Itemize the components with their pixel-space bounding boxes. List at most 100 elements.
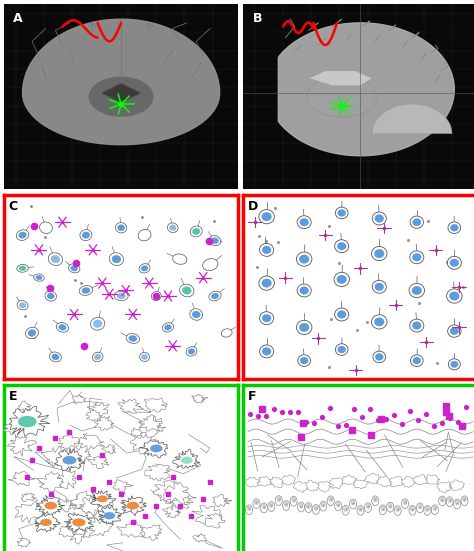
Ellipse shape xyxy=(336,344,348,355)
Ellipse shape xyxy=(447,289,462,303)
Ellipse shape xyxy=(129,336,137,342)
Ellipse shape xyxy=(18,232,27,239)
Ellipse shape xyxy=(173,254,187,264)
Ellipse shape xyxy=(164,325,172,330)
Polygon shape xyxy=(59,526,74,537)
Ellipse shape xyxy=(412,322,421,329)
Ellipse shape xyxy=(335,501,342,511)
Ellipse shape xyxy=(180,284,194,297)
Polygon shape xyxy=(36,495,64,515)
Ellipse shape xyxy=(223,331,230,336)
Polygon shape xyxy=(449,480,465,491)
Ellipse shape xyxy=(117,293,125,299)
Ellipse shape xyxy=(63,456,76,464)
Text: E: E xyxy=(9,390,17,403)
Ellipse shape xyxy=(260,345,273,358)
Ellipse shape xyxy=(320,501,327,511)
Ellipse shape xyxy=(192,311,200,318)
Ellipse shape xyxy=(418,504,422,509)
Polygon shape xyxy=(73,395,86,404)
Ellipse shape xyxy=(28,329,36,337)
Ellipse shape xyxy=(440,498,444,502)
Ellipse shape xyxy=(448,222,461,234)
Ellipse shape xyxy=(36,276,42,280)
Ellipse shape xyxy=(109,253,124,266)
Polygon shape xyxy=(35,513,60,532)
Ellipse shape xyxy=(262,246,271,254)
Ellipse shape xyxy=(357,505,364,515)
Ellipse shape xyxy=(447,325,461,337)
Ellipse shape xyxy=(292,498,295,502)
Ellipse shape xyxy=(299,504,303,508)
Ellipse shape xyxy=(410,506,414,511)
Ellipse shape xyxy=(94,354,101,360)
Polygon shape xyxy=(41,446,69,467)
Ellipse shape xyxy=(116,223,127,233)
Ellipse shape xyxy=(450,259,459,267)
Ellipse shape xyxy=(375,283,384,291)
Ellipse shape xyxy=(307,77,377,117)
Ellipse shape xyxy=(424,506,431,515)
Polygon shape xyxy=(85,517,114,536)
Ellipse shape xyxy=(49,352,61,362)
Polygon shape xyxy=(94,416,114,430)
Ellipse shape xyxy=(79,285,92,295)
Polygon shape xyxy=(113,480,133,494)
Ellipse shape xyxy=(342,505,349,515)
Ellipse shape xyxy=(300,357,308,364)
Polygon shape xyxy=(9,407,50,437)
Ellipse shape xyxy=(284,502,288,506)
Ellipse shape xyxy=(186,347,197,356)
Ellipse shape xyxy=(114,291,128,301)
Ellipse shape xyxy=(259,276,274,290)
Polygon shape xyxy=(372,104,452,134)
Polygon shape xyxy=(139,440,168,458)
Ellipse shape xyxy=(321,503,325,507)
Ellipse shape xyxy=(375,353,383,360)
Ellipse shape xyxy=(454,499,461,509)
Polygon shape xyxy=(282,475,295,485)
Ellipse shape xyxy=(97,496,108,502)
Ellipse shape xyxy=(296,320,312,334)
Polygon shape xyxy=(118,399,143,413)
Ellipse shape xyxy=(277,497,281,501)
Polygon shape xyxy=(401,476,415,488)
Ellipse shape xyxy=(446,497,453,506)
Ellipse shape xyxy=(92,352,103,361)
Ellipse shape xyxy=(126,333,139,343)
Ellipse shape xyxy=(412,253,421,261)
Ellipse shape xyxy=(461,496,468,506)
Ellipse shape xyxy=(151,291,161,300)
Ellipse shape xyxy=(450,224,458,231)
Polygon shape xyxy=(54,469,76,489)
Polygon shape xyxy=(86,410,101,422)
Ellipse shape xyxy=(327,496,334,506)
Ellipse shape xyxy=(372,496,379,506)
Ellipse shape xyxy=(246,505,253,515)
Ellipse shape xyxy=(359,507,362,511)
Polygon shape xyxy=(15,500,46,523)
Ellipse shape xyxy=(190,309,202,320)
Ellipse shape xyxy=(290,496,297,506)
Ellipse shape xyxy=(181,457,192,464)
Polygon shape xyxy=(377,476,392,487)
Polygon shape xyxy=(246,477,261,487)
Ellipse shape xyxy=(47,293,55,299)
Ellipse shape xyxy=(150,445,163,452)
Polygon shape xyxy=(21,493,36,501)
Ellipse shape xyxy=(209,291,221,301)
Text: C: C xyxy=(9,200,18,213)
Ellipse shape xyxy=(206,261,215,268)
Ellipse shape xyxy=(260,244,273,256)
Ellipse shape xyxy=(40,519,52,526)
Polygon shape xyxy=(191,395,208,403)
Polygon shape xyxy=(138,415,166,441)
Ellipse shape xyxy=(141,266,148,271)
Ellipse shape xyxy=(412,219,421,226)
Polygon shape xyxy=(36,472,64,492)
Polygon shape xyxy=(140,415,163,431)
Ellipse shape xyxy=(450,327,458,335)
Ellipse shape xyxy=(373,351,385,363)
Polygon shape xyxy=(164,482,190,505)
Polygon shape xyxy=(102,84,140,102)
